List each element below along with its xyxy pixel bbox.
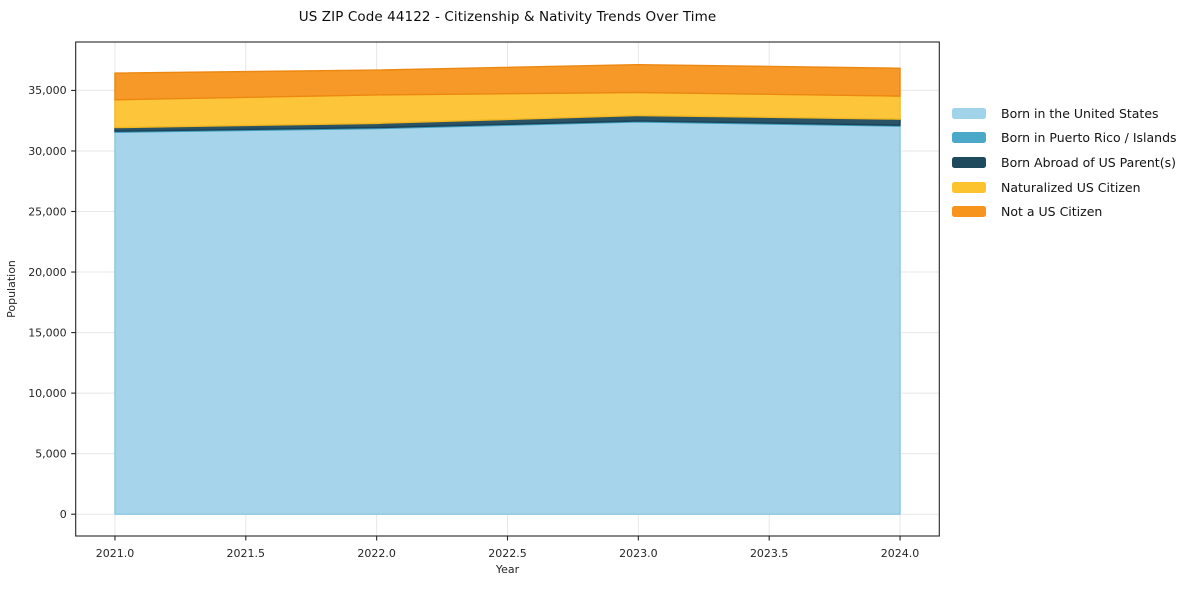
legend-swatch-born-abroad (952, 156, 986, 168)
legend-swatch-naturalized (952, 181, 986, 193)
legend-item: Born Abroad of US Parent(s) (952, 150, 1177, 175)
y-tick-label: 25,000 (28, 205, 67, 218)
x-tick-label: 2021.0 (96, 547, 135, 560)
legend-label: Born in Puerto Rico / Islands (1001, 130, 1177, 146)
y-axis-label: Population (5, 260, 18, 318)
legend-label: Born Abroad of US Parent(s) (1001, 154, 1176, 170)
legend-swatch-born-us (952, 107, 986, 119)
y-tick-label: 20,000 (28, 266, 67, 279)
y-tick-label: 35,000 (28, 84, 67, 97)
chart-title: US ZIP Code 44122 - Citizenship & Nativi… (298, 9, 717, 25)
legend-label: Naturalized US Citizen (1001, 179, 1141, 195)
area-series-0 (114, 121, 901, 515)
x-tick-label: 2023.5 (750, 547, 789, 560)
x-tick-label: 2022.5 (488, 547, 527, 560)
x-tick-label: 2021.5 (227, 547, 266, 560)
legend-item: Not a US Citizen (952, 199, 1177, 224)
y-tick-label: 5,000 (35, 447, 67, 460)
legend-label: Not a US Citizen (1001, 204, 1103, 220)
x-tick-label: 2022.0 (357, 547, 396, 560)
legend-item: Born in the United States (952, 101, 1177, 126)
y-tick-label: 10,000 (28, 387, 67, 400)
x-axis-label: Year (495, 563, 520, 576)
area-series-4 (114, 63, 901, 101)
y-tick-label: 0 (60, 508, 67, 521)
legend-swatch-puerto-rico (952, 132, 986, 144)
x-tick-label: 2024.0 (881, 547, 920, 560)
y-tick-label: 30,000 (28, 145, 67, 158)
legend-swatch-not-citizen (952, 206, 986, 218)
legend: Born in the United States Born in Puerto… (952, 101, 1177, 224)
legend-item: Naturalized US Citizen (952, 175, 1177, 200)
y-tick-label: 15,000 (28, 326, 67, 339)
x-tick-label: 2023.0 (619, 547, 658, 560)
legend-item: Born in Puerto Rico / Islands (952, 126, 1177, 151)
legend-label: Born in the United States (1001, 105, 1159, 121)
